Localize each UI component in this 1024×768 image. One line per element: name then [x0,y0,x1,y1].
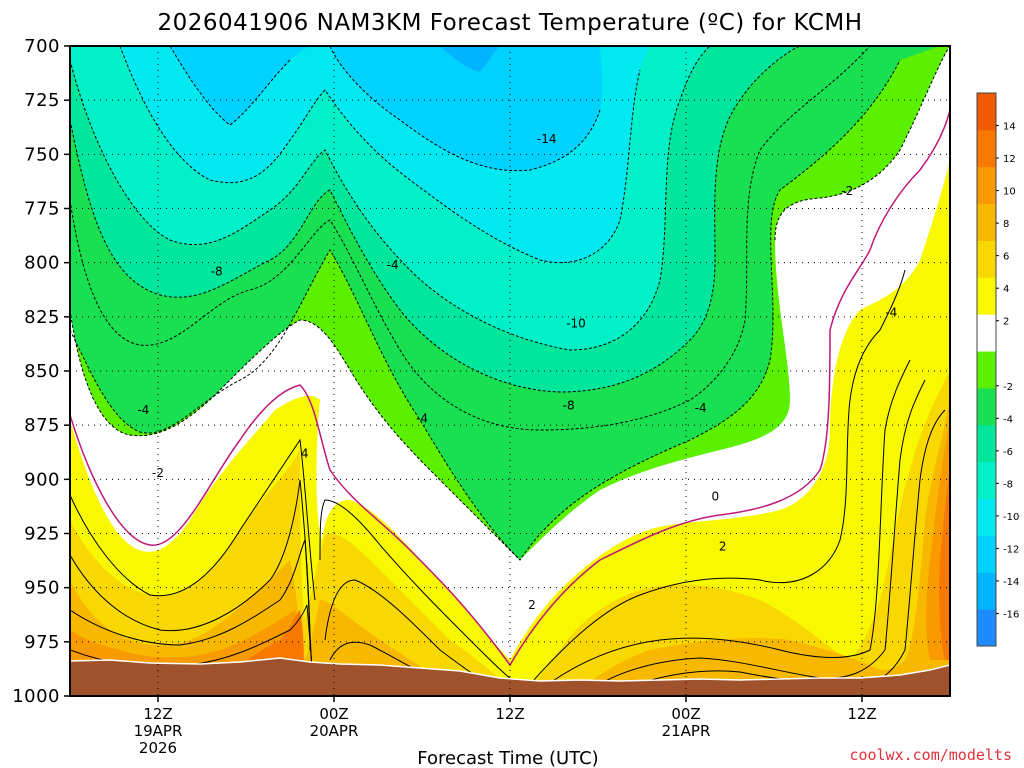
colorbar-swatch [977,351,996,389]
y-tick-label: 775 [24,199,60,220]
colorbar-tick-label: -12 [1003,544,1019,555]
y-tick-label: 750 [24,144,60,165]
contour-label: -4 [885,306,897,320]
contour-label: 2 [719,540,727,554]
contour-label: 0 [712,490,720,504]
contour-label: -4 [137,403,149,417]
contour-label: 4 [301,446,309,460]
colorbar-swatch [977,240,996,278]
colorbar-tick-label: 14 [1003,122,1016,133]
contour-label: -2 [841,184,853,198]
temperature-field [70,46,950,696]
band-minus16 [440,46,500,72]
colorbar: 14 12 10 8 6 4 2 -2 -4 -6 -8 -10 -12 -14 -16 [976,92,1019,647]
chart-title: 2026041906 NAM3KM Forecast Temperature (… [157,10,862,36]
x-tick-label: 20APR [310,722,359,740]
colorbar-swatch [977,93,996,131]
y-tick-label: 800 [24,253,60,274]
colorbar-tick-label: -10 [1003,512,1019,523]
x-tick-label: 19APR [134,722,183,740]
colorbar-swatch [977,572,996,610]
y-tick-label: 725 [24,90,60,111]
band-minus14 [170,46,603,171]
contour-labels: -14 -2 -8 -4 -10 -4 -4 -4 -8 -4 4 -2 0 2 2 [137,132,897,612]
colorbar-swatch [977,166,996,205]
y-tick-label: 925 [24,524,60,545]
credit-text: coolwx.com/modelts [849,746,1012,764]
contour-label: 2 [528,598,536,612]
x-tick-label: 00Z [319,705,348,723]
colorbar-swatch [977,203,996,241]
colorbar-tick-label: 6 [1003,252,1009,263]
colorbar-tick-label: 4 [1003,284,1009,295]
colorbar-swatch [977,461,996,500]
colorbar-swatch [977,609,996,647]
contour-label: -4 [416,412,428,426]
contour-lines [70,46,950,691]
colorbar-tick-label: -14 [1003,577,1019,588]
x-tick-label: 12Z [847,705,876,723]
colorbar-tick-label: 8 [1003,219,1009,230]
colorbar-swatch [977,129,996,168]
contour-label: -2 [152,466,164,480]
colorbar-swatch [977,387,996,426]
contour-label: -8 [211,264,223,278]
x-tick-label: 21APR [662,722,711,740]
colorbar-tick-label: -4 [1003,414,1013,425]
contour-label: -14 [537,132,557,146]
y-axis: 700 725 750 775 800 825 850 875 900 925 950 975 1000 [12,36,70,707]
y-tick-label: 850 [24,361,60,382]
colorbar-swatch [977,314,996,352]
y-tick-label: 1000 [12,686,60,707]
colorbar-swatch [977,277,996,315]
colorbar-tick-label: 10 [1003,187,1016,198]
contour-label: -4 [695,401,707,415]
colorbar-swatch [977,424,996,463]
colorbar-swatch [977,535,996,573]
x-tick-label: 2026 [139,739,177,757]
contour-label: -4 [387,258,399,272]
grid [70,46,950,696]
band-plus10-right [939,470,950,660]
contour-label: -10 [566,316,586,330]
x-tick-label: 12Z [495,705,524,723]
y-tick-label: 900 [24,469,60,490]
contour-label: -8 [563,399,575,413]
y-tick-label: 700 [24,36,60,57]
x-axis-label: Forecast Time (UTC) [417,748,598,768]
colorbar-swatch [977,498,996,536]
ground [70,657,950,696]
colorbar-tick-label: -2 [1003,382,1013,393]
colorbar-tick-label: 12 [1003,154,1016,165]
y-tick-label: 975 [24,632,60,653]
colorbar-tick-label: -6 [1003,447,1013,458]
colorbar-frame [976,92,997,647]
y-tick-label: 875 [24,415,60,436]
y-tick-label: 950 [24,578,60,599]
x-tick-label: 00Z [671,705,700,723]
colorbar-tick-label: -16 [1003,609,1019,620]
band-plus6-lower [620,658,760,680]
colorbar-tick-label: 2 [1003,317,1009,328]
x-tick-label: 12Z [143,705,172,723]
colorbar-tick-label: -8 [1003,479,1013,490]
y-tick-label: 825 [24,307,60,328]
